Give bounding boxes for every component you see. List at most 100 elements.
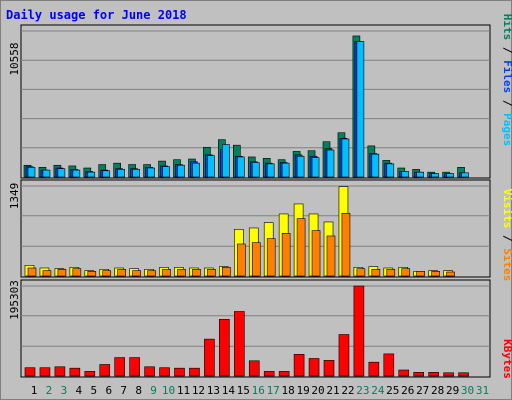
x-tick-label-day-4: 4: [76, 384, 83, 397]
bar-kbytes-day-24: [368, 361, 380, 377]
bar-sites-day-8: [132, 270, 141, 277]
bar-sites-day-24: [371, 269, 381, 277]
legend-hits: Hits: [501, 14, 512, 41]
bar-kbytes-day-21: [323, 360, 335, 377]
bar-pages-day-22: [341, 138, 350, 178]
bar-kbytes-day-9: [144, 366, 155, 377]
bar-kbytes-day-18: [278, 371, 290, 377]
bars-visits-sites: [24, 186, 455, 277]
x-tick-label-day-14: 14: [222, 384, 236, 397]
bar-pages-day-12: [192, 162, 200, 178]
bar-sites-day-25: [386, 269, 396, 277]
bar-kbytes-day-1: [24, 367, 36, 377]
bar-pages-day-23: [356, 41, 365, 178]
bar-kbytes-day-3: [54, 366, 66, 377]
bar-sites-day-26: [401, 268, 411, 277]
bar-sites-day-11: [177, 269, 186, 277]
bar-kbytes-day-2: [39, 367, 51, 377]
x-tick-label-day-2: 2: [46, 384, 53, 397]
bar-kbytes-day-22: [338, 334, 350, 377]
bar-kbytes-day-17: [263, 371, 275, 377]
x-tick-label-day-15: 15: [237, 384, 250, 397]
bar-kbytes-day-8: [129, 357, 140, 377]
bar-pages-day-26: [401, 171, 410, 178]
bar-kbytes-day-16: [248, 360, 260, 377]
legend-pages: Pages: [501, 113, 512, 146]
bar-pages-day-1: [27, 167, 36, 178]
bar-pages-day-4: [72, 169, 81, 178]
bar-kbytes-day-12: [189, 367, 200, 377]
bar-sites-day-7: [117, 269, 126, 277]
bars-kbytes: [24, 285, 469, 377]
bar-pages-day-17: [266, 163, 275, 178]
bar-sites-day-3: [57, 269, 67, 277]
bar-kbytes-day-26: [398, 369, 410, 377]
bar-sites-day-1: [27, 267, 37, 277]
bar-sites-day-17: [266, 238, 276, 277]
bar-sites-day-10: [162, 269, 171, 277]
bar-pages-day-29: [446, 173, 454, 178]
bar-pages-day-16: [251, 162, 260, 178]
legend-middle: Visits / Sites: [501, 189, 512, 282]
bar-sites-day-23: [356, 268, 366, 277]
x-tick-label-day-5: 5: [90, 384, 97, 397]
bar-pages-day-24: [371, 153, 380, 178]
x-tick-label-day-23: 23: [356, 384, 369, 397]
x-tick-label-day-26: 26: [401, 384, 414, 397]
x-tick-label-day-30: 30: [461, 384, 474, 397]
bars-hits-files-pages: [23, 35, 469, 178]
x-tick-label-day-1: 1: [31, 384, 38, 397]
legend-files: Files: [501, 60, 512, 93]
x-tick-label-day-16: 16: [252, 384, 265, 397]
bar-pages-day-11: [177, 164, 185, 178]
bar-pages-day-13: [207, 155, 215, 178]
bar-sites-day-22: [341, 212, 351, 277]
panel-hits-files-pages: [20, 24, 491, 179]
x-tick-label-day-3: 3: [61, 384, 68, 397]
bar-pages-day-28: [431, 173, 439, 178]
x-axis-labels: 1 2 3 4 5 6 7 8 9 10 11 12 13 14 15 16 17 18 19 20 21 22 23 24 2…: [31, 384, 489, 397]
bar-kbytes-day-28: [428, 372, 439, 377]
x-tick-label-day-13: 13: [207, 384, 220, 397]
bar-sites-day-18: [281, 233, 291, 277]
bar-kbytes-day-27: [413, 372, 425, 377]
x-tick-label-day-17: 17: [267, 384, 280, 397]
bar-kbytes-day-20: [308, 358, 320, 377]
bar-kbytes-day-14: [219, 319, 230, 377]
bar-sites-day-2: [42, 270, 52, 277]
bar-kbytes-day-30: [458, 372, 469, 377]
bar-sites-day-14: [222, 267, 231, 277]
x-tick-label-day-8: 8: [135, 384, 142, 397]
bar-kbytes-day-25: [383, 353, 395, 377]
x-tick-label-day-20: 20: [311, 384, 324, 397]
bar-pages-day-5: [87, 171, 96, 178]
x-tick-label-day-12: 12: [192, 384, 205, 397]
x-tick-label-day-11: 11: [177, 384, 190, 397]
legend-top: Hits / Files / Pages: [501, 14, 512, 147]
bar-sites-day-29: [446, 271, 455, 277]
bar-sites-day-5: [87, 271, 97, 277]
bar-kbytes-day-23: [353, 285, 365, 377]
chart-title: Daily usage for June 2018: [6, 8, 187, 22]
bar-kbytes-day-10: [159, 367, 170, 377]
legend-kbytes: KBytes: [501, 339, 512, 379]
ymax-label-kbytes: 195303: [8, 280, 21, 320]
bar-sites-day-19: [296, 218, 306, 277]
legend-sites: Sites: [501, 248, 512, 281]
bar-pages-day-7: [117, 169, 125, 178]
bar-kbytes-day-5: [84, 371, 96, 377]
x-tick-label-day-19: 19: [296, 384, 309, 397]
bar-kbytes-day-15: [234, 311, 245, 377]
bar-sites-day-21: [326, 235, 336, 277]
bar-pages-day-2: [42, 169, 51, 178]
bar-sites-day-13: [207, 269, 216, 277]
bar-sites-day-28: [431, 271, 440, 277]
bar-kbytes-day-7: [114, 357, 125, 377]
x-tick-label-day-6: 6: [105, 384, 112, 397]
x-tick-label-day-22: 22: [341, 384, 354, 397]
legend-visits: Visits: [501, 189, 512, 229]
x-tick-label-day-29: 29: [446, 384, 459, 397]
gridlines: [21, 30, 490, 347]
bar-pages-day-20: [311, 157, 320, 178]
